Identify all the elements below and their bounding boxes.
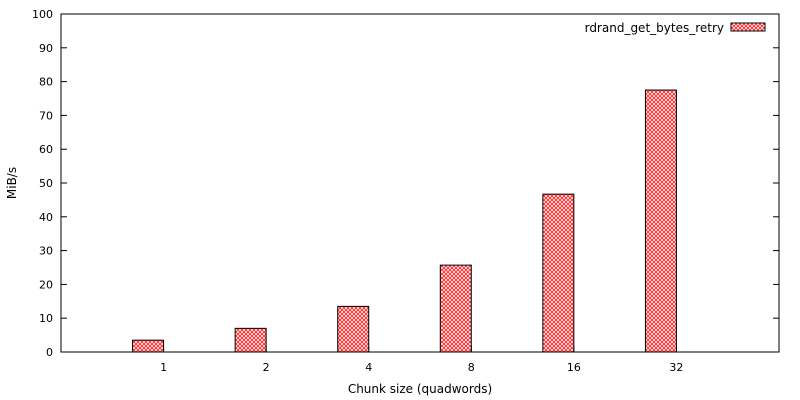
x-tick-label: 4 (365, 361, 372, 374)
y-tick-label: 70 (39, 109, 53, 122)
x-tick-label: 1 (160, 361, 167, 374)
legend: rdrand_get_bytes_retry (585, 21, 766, 35)
bar (132, 339, 165, 353)
legend-swatch (730, 22, 766, 32)
bar (439, 264, 472, 353)
legend-label: rdrand_get_bytes_retry (585, 21, 724, 35)
y-tick-label: 100 (32, 8, 53, 21)
y-tick-label: 10 (39, 312, 53, 325)
bar (234, 327, 267, 353)
y-tick-label: 0 (46, 346, 53, 359)
y-axis: 0 10 20 30 40 50 60 70 80 90 100 (32, 8, 779, 359)
bar (337, 305, 370, 353)
y-tick-label: 90 (39, 42, 53, 55)
x-tick-label: 32 (669, 361, 683, 374)
y-tick-label: 80 (39, 76, 53, 89)
x-tick-label: 2 (263, 361, 270, 374)
x-tick-label: 16 (567, 361, 581, 374)
y-tick-label: 20 (39, 278, 53, 291)
x-axis-label: Chunk size (quadwords) (348, 382, 492, 396)
bar (542, 193, 575, 353)
y-tick-label: 50 (39, 177, 53, 190)
x-tick-label: 8 (468, 361, 475, 374)
y-tick-label: 40 (39, 211, 53, 224)
y-axis-label: MiB/s (5, 167, 19, 199)
y-tick-label: 60 (39, 143, 53, 156)
bar-series (132, 89, 677, 353)
bar (644, 89, 677, 353)
y-tick-label: 30 (39, 245, 53, 258)
